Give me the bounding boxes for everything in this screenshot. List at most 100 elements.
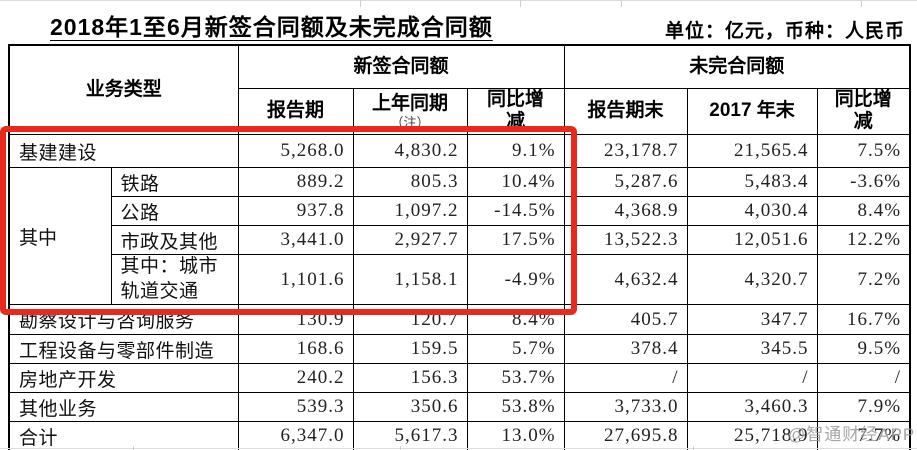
- cell-value: 5,287.6: [563, 167, 688, 198]
- cell-value: -3.6%: [816, 167, 911, 198]
- cell-value: 347.7: [686, 304, 818, 336]
- gridline-tick: [133, 446, 134, 450]
- table-subheader-row: 报告期 上年同期 （注） 同比增减 报告期末 2017 年末 同比增减: [9, 87, 911, 136]
- cell-value: 53.7%: [466, 363, 565, 394]
- col-header-reporting-period-label: 报告期: [267, 100, 325, 122]
- cell-value: 5.7%: [466, 334, 565, 365]
- cell-value: 4,368.9: [563, 196, 688, 227]
- cell-value: 13,522.3: [563, 225, 688, 256]
- col-header-yoy-change-new-label: 同比增减: [487, 88, 545, 133]
- cell-value: 6,347.0: [237, 421, 354, 450]
- col-header-business-type: 业务类型: [8, 44, 239, 136]
- cell-value: 1,097.2: [352, 196, 468, 227]
- cell-value: 27,695.8: [563, 421, 688, 450]
- cell-value: 5,483.4: [686, 167, 818, 198]
- group-header-backlog-contracts: 未完合同额: [563, 44, 911, 89]
- cell-value: 889.2: [237, 167, 354, 198]
- table-row-survey-design-consulting: 勘察设计与咨询服务 130.9 120.7 8.4% 405.7 347.7 1…: [8, 304, 911, 336]
- cell-value: /: [816, 363, 911, 394]
- row-label: 勘察设计与咨询服务: [8, 304, 239, 336]
- among-which-label: 其中: [8, 167, 112, 306]
- cell-value: 5,268.0: [237, 134, 354, 169]
- spreadsheet-gridline-top: [0, 0, 917, 1]
- cell-value: 10.4%: [466, 167, 565, 198]
- cell-value: 1,158.1: [352, 254, 468, 306]
- cell-value: 8.4%: [466, 304, 565, 336]
- col-header-yoy-change-backlog: 同比增减: [816, 87, 911, 136]
- cell-value: 5,617.3: [352, 421, 468, 450]
- col-header-reporting-period: 报告期: [237, 87, 354, 136]
- row-label: 基建建设: [8, 134, 239, 169]
- row-label: 其中：城市 轨道交通: [110, 254, 239, 306]
- cell-value: 17.5%: [466, 225, 565, 256]
- gridline-tick: [861, 0, 862, 7]
- cell-value: 405.7: [563, 304, 688, 336]
- cell-value: /: [686, 363, 818, 394]
- cell-value: 345.5: [686, 334, 818, 365]
- cell-value: 2,927.7: [352, 225, 468, 256]
- cell-value: 4,830.2: [352, 134, 468, 169]
- cell-value: 539.3: [237, 392, 354, 423]
- contracts-table: 业务类型 新签合同额 未完合同额 报告期 上年同期 （注） 同比增减 报告期末: [8, 44, 912, 450]
- cell-value: -4.9%: [466, 254, 565, 306]
- cell-value: 7.2%: [816, 254, 911, 306]
- gridline-tick: [621, 0, 622, 7]
- row-label: 市政及其他: [110, 225, 239, 256]
- cell-value: 7.5%: [816, 134, 911, 169]
- row-label: 铁路: [110, 167, 239, 198]
- cell-value: 168.6: [237, 334, 354, 365]
- cell-value: 1,101.6: [237, 254, 354, 306]
- cell-value: 12,051.6: [686, 225, 818, 256]
- cell-value: 9.1%: [466, 134, 565, 169]
- gridline-tick: [693, 446, 694, 450]
- cell-value: 805.3: [352, 167, 468, 198]
- row-label: 房地产开发: [8, 363, 239, 394]
- cell-value: 350.6: [352, 392, 468, 423]
- cell-value: -14.5%: [466, 196, 565, 227]
- table-header-row: 业务类型 新签合同额 未完合同额: [8, 44, 911, 136]
- spreadsheet-gridline-bottom: [0, 448, 917, 449]
- col-header-period-end-label: 报告期末: [587, 100, 664, 122]
- col-header-prior-period-label: 上年同期: [372, 92, 449, 114]
- table-row-railway: 其中 铁路 889.2 805.3 10.4% 5,287.6 5,483.4 …: [8, 167, 911, 306]
- cell-value: 13.0%: [466, 421, 565, 450]
- cell-value: 937.8: [237, 196, 354, 227]
- cell-value: 4,030.4: [686, 196, 818, 227]
- cell-value: 4,320.7: [686, 254, 818, 306]
- col-header-yoy-change-backlog-label: 同比增减: [834, 88, 892, 133]
- row-label: 其他业务: [8, 392, 239, 423]
- col-header-yoy-change-new: 同比增减: [466, 87, 565, 136]
- page-title: 2018年1至6月新签合同额及未完成合同额: [50, 14, 493, 40]
- cell-value: 159.5: [352, 334, 468, 365]
- cell-value: 240.2: [237, 363, 354, 394]
- cell-value: 130.9: [237, 304, 354, 336]
- gridline-tick: [360, 0, 361, 7]
- cell-value: 7.7%: [816, 421, 911, 450]
- row-label: 公路: [110, 196, 239, 227]
- cell-value: 53.8%: [466, 392, 565, 423]
- group-header-new-contracts: 新签合同额: [237, 44, 565, 89]
- table-row-urban-rail-transit: 其中：城市 轨道交通 1,101.6 1,158.1 -4.9% 4,632.4…: [9, 254, 911, 306]
- cell-value: /: [563, 363, 688, 394]
- col-header-prior-period: 上年同期 （注）: [352, 87, 468, 136]
- watermark-text: @智通财经APP: [788, 425, 916, 444]
- cell-value: 25,718.9: [686, 421, 818, 450]
- cell-value: 120.7: [352, 304, 468, 336]
- col-header-2017-end-label: 2017 年末: [709, 100, 795, 122]
- row-label: 合计: [8, 421, 239, 450]
- cell-value: 156.3: [352, 363, 468, 394]
- cell-value: 7.9%: [816, 392, 911, 423]
- cell-value: 4,632.4: [563, 254, 688, 306]
- table-row-infrastructure: 基建建设 5,268.0 4,830.2 9.1% 23,178.7 21,56…: [8, 134, 911, 169]
- cell-value: 3,460.3: [686, 392, 818, 423]
- col-header-2017-end: 2017 年末: [686, 87, 818, 136]
- gridline-tick: [520, 0, 521, 7]
- table-row-real-estate: 房地产开发 240.2 156.3 53.7% / / /: [8, 363, 911, 394]
- gridline-tick: [400, 446, 401, 450]
- cell-value: 23,178.7: [563, 134, 688, 169]
- row-label: 工程设备与零部件制造: [8, 334, 239, 365]
- cell-value: 16.7%: [816, 304, 911, 336]
- cell-value: 378.4: [563, 334, 688, 365]
- cell-value: 21,565.4: [686, 134, 818, 169]
